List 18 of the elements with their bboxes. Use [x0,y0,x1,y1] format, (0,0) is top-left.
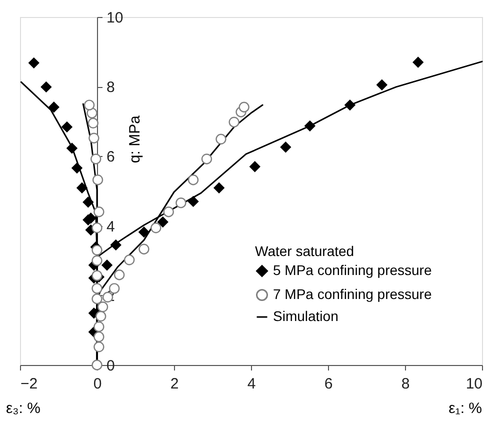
x-tick-label: 0 [93,376,102,392]
text: ε₃: % [6,400,40,417]
x-axis-title: ε₁: % [448,400,482,417]
legend-label: 7 MPa confining pressure [273,286,432,302]
y-tick-label: 10 [106,10,124,26]
legend-label: 5 MPa confining pressure [273,262,432,278]
x-tick-label: 8 [401,376,410,392]
y-tick-label: 8 [106,79,115,96]
legend-title: Water saturated [255,243,354,259]
x-tick-label: 4 [247,376,256,392]
x-tick-label: 2 [170,376,179,392]
y-tick-label: 4 [106,218,115,236]
x-tick-label: 6 [324,376,333,392]
x-tick-label: 10 [466,376,482,392]
y-axis-title: q: MPa [126,114,144,164]
x-tick-label: −2 [20,376,38,392]
y-tick-label: 6 [106,148,115,166]
legend-label: Simulation [273,308,338,324]
